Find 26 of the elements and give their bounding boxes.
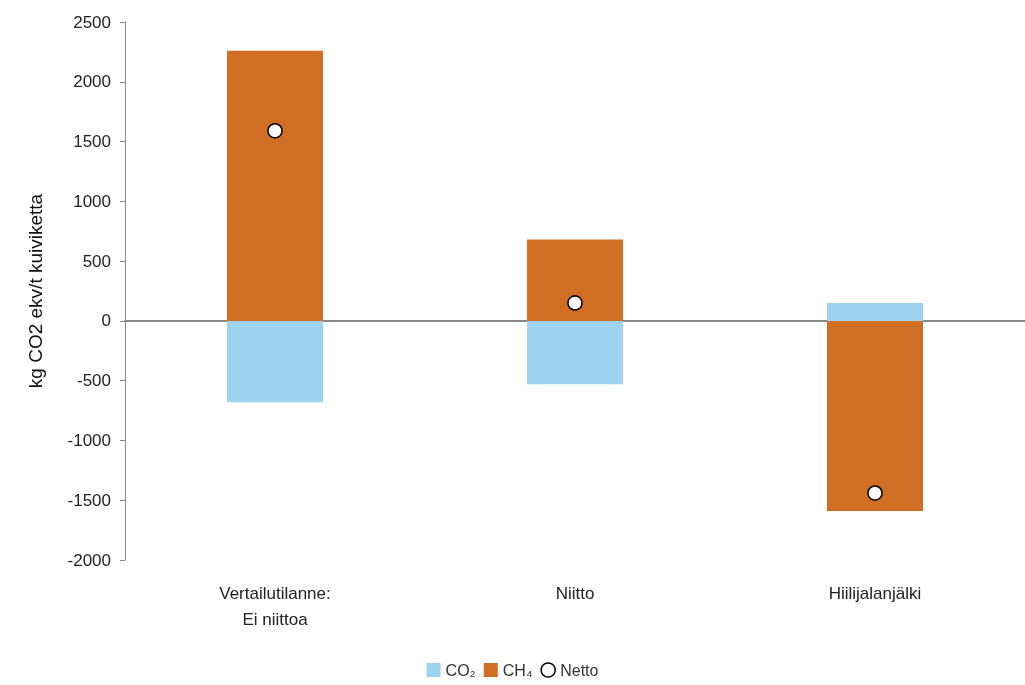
x-tick-label: Niitto [555, 583, 595, 603]
y-tick-label: 2000 [73, 72, 111, 92]
y-tick-label: 1000 [73, 191, 111, 211]
y-tick-label: -1000 [67, 430, 111, 450]
bar [227, 320, 323, 403]
legend-label: Netto [560, 661, 599, 679]
bar [827, 320, 923, 511]
bar [527, 239, 623, 321]
point [567, 295, 583, 311]
y-tick-label: -500 [76, 371, 111, 391]
point [267, 123, 283, 139]
x-tick-label: Vertailutilanne: Ei niittoa [219, 583, 331, 629]
y-tick-label: 0 [101, 311, 111, 331]
x-tick-label: Hiilijalanjälki [828, 583, 922, 603]
legend-label: CH₄ [502, 661, 533, 679]
y-tick-label: -2000 [67, 550, 111, 570]
y-axis-title: kg CO2 ekv/t kuiviketta [25, 193, 46, 389]
bar [527, 320, 623, 385]
bar [227, 50, 323, 321]
bar [827, 302, 923, 321]
y-tick-label: 500 [82, 251, 111, 271]
y-tick-label: -1500 [67, 490, 111, 510]
legend-label: CO₂ [445, 661, 476, 679]
y-tick-label: 2500 [73, 12, 111, 32]
point [867, 485, 883, 501]
y-tick-label: 1500 [73, 132, 111, 152]
